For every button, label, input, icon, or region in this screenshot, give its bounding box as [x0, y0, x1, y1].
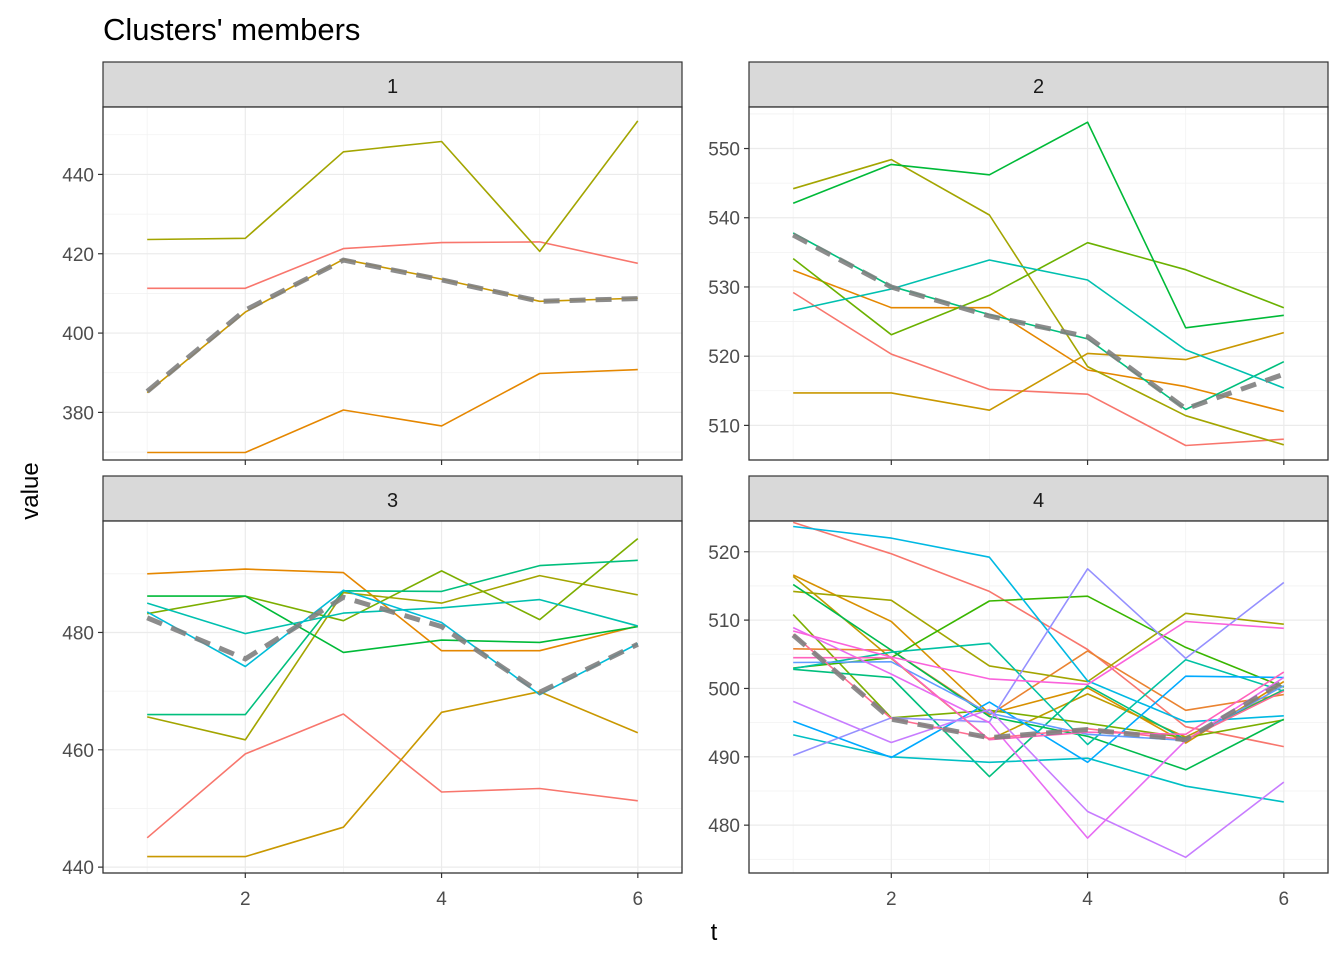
y-tick-label: 460 — [62, 741, 94, 762]
y-tick-label: 500 — [708, 679, 740, 700]
x-tick-label: 2 — [240, 889, 251, 910]
y-tick-label: 520 — [708, 543, 740, 564]
panel-1: 1 380 400 420 440 — [62, 61, 683, 465]
facet-panels: 1 380 400 420 440 2 510 520 530 540 550 3 440 460 480 2… — [62, 61, 1329, 910]
y-tick-label: 420 — [62, 245, 94, 266]
member-series-line — [146, 589, 639, 696]
y-tick-label: 550 — [708, 140, 740, 161]
y-axis-title: value — [17, 462, 44, 519]
facet-strip — [748, 61, 1329, 108]
member-series-line — [147, 690, 639, 858]
y-tick-label: 440 — [62, 858, 94, 879]
member-series-line — [793, 525, 1284, 723]
member-series-line — [793, 259, 1285, 389]
member-series-line — [147, 559, 638, 716]
facet-strip-label: 2 — [1033, 76, 1044, 98]
member-series-line — [147, 241, 638, 290]
member-series-line — [792, 700, 1285, 859]
panel-background — [103, 107, 682, 460]
x-axis-title: t — [711, 919, 718, 946]
member-series-line — [793, 595, 1285, 688]
member-series-line — [147, 595, 638, 654]
panel-border — [102, 520, 683, 874]
member-series-line — [147, 537, 639, 622]
member-series-line — [147, 368, 638, 454]
member-series-line — [793, 648, 1284, 716]
member-series-line — [793, 331, 1285, 412]
facet-strip — [102, 61, 683, 108]
member-series-line — [792, 567, 1285, 757]
member-series-line — [792, 291, 1284, 447]
y-tick-label: 510 — [708, 611, 740, 632]
y-tick-label: 510 — [708, 416, 740, 437]
y-tick-label: 480 — [62, 623, 94, 644]
panel-background — [749, 107, 1328, 460]
centroid-dashed-line — [146, 594, 639, 696]
y-tick-label: 480 — [708, 816, 740, 837]
facet-strip — [102, 475, 683, 522]
member-series-line — [792, 269, 1284, 413]
panel-background — [749, 521, 1328, 873]
panel-4: 4 480 490 500 510 520 2 4 6 — [708, 475, 1329, 910]
member-series-line — [792, 614, 1284, 739]
y-tick-label: 380 — [62, 403, 94, 424]
x-tick-label: 4 — [1082, 889, 1093, 910]
y-tick-label: 540 — [708, 209, 740, 230]
y-tick-label: 490 — [708, 748, 740, 769]
facet-strip-label: 3 — [387, 490, 398, 512]
member-series-line — [793, 642, 1285, 746]
y-tick-label: 530 — [708, 278, 740, 299]
member-series-line — [792, 583, 1285, 771]
member-series-line — [147, 120, 639, 253]
member-series-line — [793, 656, 1285, 741]
member-series-line — [792, 241, 1285, 336]
member-series-line — [793, 590, 1284, 683]
panel-border — [748, 520, 1329, 874]
x-tick-label: 6 — [633, 889, 644, 910]
panel-background — [103, 521, 682, 873]
x-tick-label: 2 — [886, 889, 897, 910]
member-series-line — [146, 713, 638, 839]
y-tick-label: 400 — [62, 324, 94, 345]
member-series-line — [792, 158, 1285, 446]
chart-title: Clusters' members — [103, 12, 360, 47]
panel-border — [748, 106, 1329, 461]
panel-border — [102, 106, 683, 461]
member-series-line — [147, 574, 638, 741]
y-tick-label: 520 — [708, 347, 740, 368]
centroid-dashed-line — [791, 633, 1286, 743]
centroid-dashed-line — [145, 257, 638, 394]
x-tick-label: 4 — [436, 889, 447, 910]
member-series-line — [792, 121, 1284, 329]
panel-3: 3 440 460 480 2 4 6 — [62, 475, 683, 910]
facet-strip-label: 1 — [387, 76, 398, 98]
x-tick-label: 6 — [1279, 889, 1290, 910]
facet-strip — [748, 475, 1329, 522]
member-series-line — [792, 675, 1284, 764]
panel-2: 2 510 520 530 540 550 — [708, 61, 1329, 465]
centroid-dashed-line — [792, 232, 1285, 412]
member-series-line — [792, 620, 1284, 686]
facet-strip-label: 4 — [1033, 490, 1044, 512]
y-tick-label: 440 — [62, 165, 94, 186]
